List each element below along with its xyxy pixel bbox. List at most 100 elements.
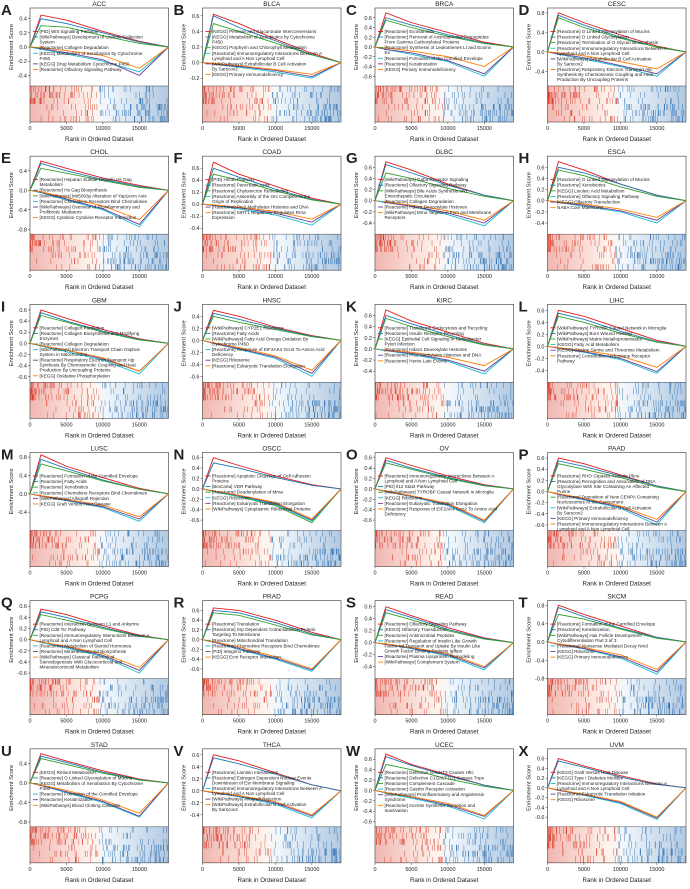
legend-label: [Reactome] Collagen Formation (40, 325, 105, 330)
y-tick-label: 0.2 (192, 477, 200, 483)
enrichment-curve (202, 315, 342, 341)
rank-strip (375, 86, 514, 92)
y-tick-label: -0.6 (190, 518, 199, 524)
y-tick-label: 0.4 (19, 319, 27, 325)
rank-strip (30, 382, 169, 389)
legend-label-line: [Reactome] Immunoregulatory Interactions… (212, 51, 323, 56)
enrichment-curve (202, 488, 342, 520)
x-tick-label: 0 (201, 571, 204, 577)
rank-strip (202, 98, 341, 104)
legend-label: [KEGG] Cytokine Cytokine Receptor Intera… (40, 215, 137, 220)
rank-strip (30, 104, 169, 110)
rank-strip (30, 530, 169, 537)
legend-label: [Reactome] SIRT1 Negatively Regulates Rr… (212, 210, 307, 220)
rank-strip (375, 388, 514, 395)
legend-label: [Reactome] Assembly of the Orc Complex A… (212, 194, 312, 204)
y-tick-label: 0.0 (192, 487, 200, 493)
legend-label-line: Deficiency (212, 352, 234, 357)
rank-strip (547, 258, 686, 265)
legend-label-line: Lymphoid and A Non Lymphoid Cell (557, 51, 629, 56)
x-tick-label: 0 (546, 571, 549, 577)
rank-strip (202, 86, 341, 92)
rank-strip (202, 246, 341, 253)
legend-label: [Reactome] Formation of the Cornified En… (385, 56, 484, 61)
y-axis-label: Enrichment Score (354, 172, 360, 218)
legend-label-line: [Reactome] Prc2 Methylates Histones and … (212, 205, 310, 210)
rank-strip (202, 252, 341, 259)
panel-letter: Q (1, 595, 13, 612)
x-tick-label: 5000 (60, 126, 72, 132)
legend-label-line: [Reactome] Respiratory Electron Transpor… (557, 67, 653, 72)
legend-label-line: [Reactome] Eicosanoids (385, 29, 435, 34)
y-tick-label: 0.4 (19, 17, 27, 23)
rank-strip (30, 684, 169, 691)
legend-label: [KEGG] Ribosome (385, 495, 423, 500)
enrichment-curve (202, 161, 342, 205)
legend-label-line: [WikiPathways] Gaba Receptor Signaling (385, 177, 469, 182)
enrichment-curve (547, 309, 687, 347)
rank-strip (30, 678, 169, 685)
legend-label: [WikiPathways] Overview of Proinflammato… (40, 205, 142, 215)
legend-label: [Reactome] Immunoregulatory Interactions… (557, 46, 668, 56)
legend-label-line: [WikiPathways] Development of Ureteric C… (40, 35, 145, 40)
y-tick-label: 0.2 (192, 45, 200, 51)
rank-strip (375, 406, 514, 413)
panel-title: CESC (608, 1, 626, 8)
x-tick-label: 0 (373, 571, 376, 577)
legend-label-line: [Reactome] Deadenylation of Mrna (212, 490, 283, 495)
y-tick-label: -0.6 (535, 523, 544, 529)
panel-title: DLBC (436, 149, 454, 156)
y-tick-label: -0.4 (18, 510, 27, 516)
rank-strip (202, 110, 341, 116)
legend-label-line: [Reactome] Keratinization (385, 61, 438, 66)
enrichment-curve (374, 46, 514, 75)
rank-strip (547, 264, 686, 271)
y-tick-label: 0.0 (364, 487, 372, 493)
rank-strip (30, 92, 169, 98)
rank-strip (202, 394, 341, 401)
enrichment-curve (374, 348, 514, 372)
legend-label-line: [WikiPathways] Fatty Acid Omega Oxidatio… (212, 336, 310, 341)
legend-label-line: [Reactome] Hdacs Deacetylate Histones (385, 205, 468, 210)
y-tick-label: 0.4 (192, 466, 200, 472)
legend-label-line: [Reactome] Fatty Acids (40, 479, 88, 484)
legend-label: [Reactome] Termination of O Glycan Biosy… (557, 40, 659, 45)
legend-label: [WikiPathways] Matrix Metalloproteinases (557, 336, 642, 341)
legend-label-line: [Reactome] Pancreatic Acini (212, 183, 269, 188)
panel-letter: L (519, 298, 528, 315)
legend-label: [KEGG] Primary Immunodeficiency (212, 72, 284, 77)
legend-label-line: Production By Uncoupling Proteins (40, 368, 112, 373)
legend-label: [WikiPathways] Mir5093p Alteration of Ya… (40, 193, 148, 198)
enrichment-curve (29, 454, 169, 495)
rank-strip (375, 258, 514, 265)
panel-title: CHOL (90, 149, 108, 156)
enrichment-curve (374, 163, 514, 202)
y-tick-label: -0.6 (190, 374, 199, 380)
enrichment-curve (29, 342, 169, 372)
panel-letter: C (346, 2, 357, 19)
legend-label: [Reactome] Xenobiotics (557, 183, 606, 188)
x-tick-label: 5000 (233, 571, 245, 577)
x-tick-label: 0 (201, 422, 204, 428)
rank-strip (547, 560, 686, 567)
rank-strip (547, 116, 686, 122)
rank-strip (30, 116, 169, 122)
legend-label: [KEGG] Primary Immunodeficiency (557, 516, 629, 521)
legend-label-line: [Reactome] Termination of O Glycan Biosy… (557, 40, 659, 45)
enrichment-curve (374, 462, 514, 490)
x-tick-label: 10000 (613, 126, 628, 132)
legend-label-line: [WikiPathways] TYROBP Causal Network in … (385, 490, 495, 495)
y-tick-label: 0.0 (537, 344, 545, 350)
legend-label-line: [KEGG] Epithelial Cell Signaling in Heli… (385, 336, 483, 341)
legend-label: [Reactome] Transferrin Endocytosis and R… (385, 325, 488, 330)
x-tick-label: 10000 (268, 126, 283, 132)
legend-label: [Reactome] Constitutive Androstane Recep… (557, 353, 651, 363)
legend-label: [KEGG] Graft Versus Host Disease (40, 501, 112, 506)
enrichment-curve (547, 312, 687, 347)
rank-strip (202, 554, 341, 561)
enrichment-curve (374, 488, 514, 521)
legend-label-line: Glycosylase With Site Containing An Affe… (557, 484, 650, 489)
panel-title: BLCA (263, 1, 281, 8)
x-axis-label: Rank in Ordered Dataset (65, 432, 134, 439)
legend-label-line: [WikiPathways] Extrafollicular B Cell Ac… (557, 505, 653, 510)
